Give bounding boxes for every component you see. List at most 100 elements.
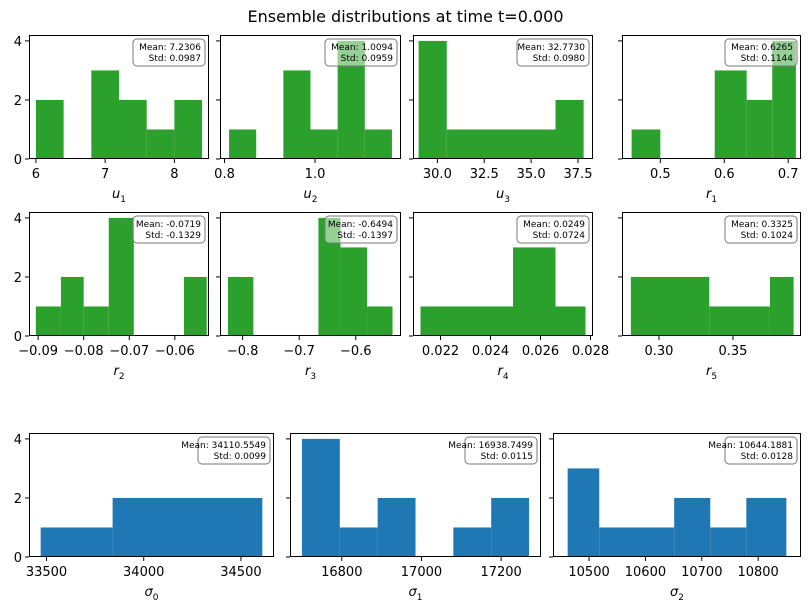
bar	[599, 527, 675, 557]
x-tick-label: −0.09	[18, 344, 58, 359]
axes-frame	[622, 212, 801, 336]
std-label: Std: 0.0099	[214, 452, 267, 462]
x-tick-label: 10800	[737, 565, 778, 580]
x-tick-label: −0.8	[227, 344, 259, 359]
mean-label: Mean: 0.3325	[731, 220, 793, 230]
axes-frame	[553, 433, 801, 557]
axes-frame	[29, 433, 274, 557]
std-label: Std: 0.0724	[533, 231, 586, 241]
x-axis-label: u3	[496, 187, 510, 205]
axes-frame	[290, 433, 541, 557]
figure-title: Ensemble distributions at time t=0.000	[247, 7, 563, 26]
bar	[227, 276, 254, 336]
x-tick-label: 16800	[321, 565, 362, 580]
std-label: Std: 0.1144	[741, 54, 794, 64]
mean-label: Mean: -0.0719	[136, 220, 201, 230]
y-tick-label: 2	[14, 271, 22, 286]
x-tick-label: 0.35	[718, 344, 747, 359]
bar	[513, 247, 556, 336]
stats-box	[724, 436, 798, 465]
x-axis-label: σ1	[409, 585, 423, 603]
x-tick-label: 0.022	[422, 344, 459, 359]
bar	[418, 40, 447, 159]
x-tick-label: 10500	[568, 565, 609, 580]
bar	[310, 129, 338, 159]
x-tick-label: 30.0	[423, 167, 452, 182]
bar	[35, 306, 61, 336]
x-axis-label: r1	[706, 187, 717, 205]
x-tick-label: 0.024	[472, 344, 509, 359]
mean-label: Mean: 1.0094	[331, 43, 393, 53]
bar	[318, 217, 341, 336]
x-tick-label: 34000	[123, 565, 164, 580]
std-label: Std: 0.0980	[533, 54, 586, 64]
axes-frame	[29, 212, 209, 336]
bar	[555, 306, 586, 336]
stats-box	[132, 38, 206, 67]
bar	[364, 129, 392, 159]
bar	[91, 70, 119, 159]
bar	[339, 527, 378, 557]
bar	[772, 40, 796, 159]
y-tick-label: 0	[14, 330, 22, 345]
bar	[108, 217, 134, 336]
std-label: Std: 0.0115	[481, 452, 533, 462]
x-tick-label: 7	[101, 167, 109, 182]
bar	[367, 306, 393, 336]
x-tick-label: −0.06	[155, 344, 195, 359]
x-tick-label: 32.5	[470, 167, 499, 182]
x-tick-label: 1.0	[305, 167, 326, 182]
mean-label: Mean: 0.6265	[731, 43, 793, 53]
x-tick-label: 34500	[220, 565, 261, 580]
bar	[709, 306, 770, 336]
std-label: Std: 0.1024	[741, 231, 794, 241]
y-tick-label: 4	[14, 212, 22, 227]
mean-label: Mean: 7.2306	[139, 43, 201, 53]
x-tick-label: 0.5	[650, 167, 671, 182]
mean-label: Mean: -0.6494	[328, 220, 393, 230]
bar	[377, 497, 416, 557]
x-axis-label: r2	[113, 364, 124, 382]
bar	[229, 129, 257, 159]
x-tick-label: 10700	[681, 565, 722, 580]
y-tick-label: 0	[14, 153, 22, 168]
std-label: Std: 0.0959	[341, 54, 394, 64]
bar	[112, 497, 263, 557]
x-axis-label: r3	[305, 364, 316, 382]
y-tick-label: 2	[14, 492, 22, 507]
std-label: Std: 0.0128	[741, 452, 794, 462]
bar	[674, 497, 711, 557]
axes-frame	[622, 35, 801, 159]
bar	[567, 468, 600, 557]
x-tick-label: −0.6	[340, 344, 372, 359]
axes-frame	[413, 212, 593, 336]
bar	[555, 99, 584, 159]
bar	[453, 527, 492, 557]
x-axis-label: u2	[304, 187, 318, 205]
axes-frame	[220, 35, 401, 159]
bar	[119, 99, 147, 159]
bar	[283, 70, 311, 159]
stats-box	[464, 436, 538, 465]
bar	[769, 276, 794, 336]
x-axis-label: r4	[497, 364, 508, 382]
stats-box	[324, 215, 398, 244]
x-tick-label: 0.30	[645, 344, 674, 359]
bar	[340, 247, 368, 336]
bar	[746, 99, 773, 159]
bar	[714, 70, 747, 159]
x-tick-label: 0.028	[572, 344, 609, 359]
x-tick-label: −0.08	[64, 344, 104, 359]
x-tick-label: −0.7	[283, 344, 315, 359]
x-tick-label: 35.0	[517, 167, 546, 182]
bar	[83, 306, 109, 336]
stats-box	[724, 215, 798, 244]
